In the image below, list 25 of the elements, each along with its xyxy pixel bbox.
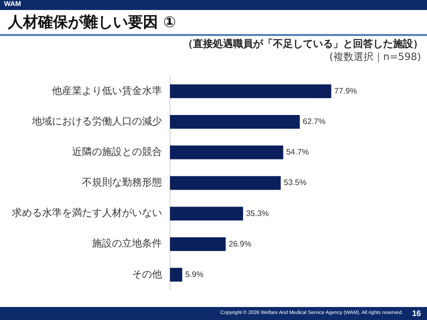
y-tick-label: 不規則な勤務形態 bbox=[82, 176, 162, 189]
data-label: 53.5% bbox=[284, 178, 306, 188]
chart-title: 人材確保が難しい要因 ① bbox=[8, 13, 176, 32]
bar bbox=[170, 268, 182, 282]
bar bbox=[170, 176, 281, 190]
bar bbox=[170, 237, 226, 252]
data-label: 26.9% bbox=[228, 239, 252, 248]
data-label: 77.9% bbox=[334, 86, 357, 96]
bar bbox=[170, 84, 332, 98]
data-label: 62.7% bbox=[302, 117, 326, 126]
text: (複数選択｜n=598) bbox=[329, 50, 421, 64]
y-tick-label: 地域における労働人口の減少 bbox=[31, 115, 162, 128]
y-tick-label: 求める水準を満たす人材がいない bbox=[12, 207, 162, 220]
text: 16 bbox=[412, 308, 421, 320]
y-tick-label: その他 bbox=[132, 268, 162, 280]
y-tick-label: 施設の立地条件 bbox=[92, 238, 162, 250]
chart-subtitle: （直接処遇職員が「不足している」と回答した施設） bbox=[183, 38, 423, 51]
y-tick-label: 近隣の施設との競合 bbox=[72, 146, 162, 158]
bar bbox=[170, 114, 300, 129]
data-label: 54.7% bbox=[286, 148, 309, 157]
bar bbox=[170, 206, 244, 220]
bar bbox=[170, 146, 284, 160]
y-tick-label: 他産業より低い賃金水準 bbox=[52, 84, 162, 97]
data-label: 5.9% bbox=[185, 270, 204, 279]
data-label: 35.3% bbox=[246, 208, 269, 218]
